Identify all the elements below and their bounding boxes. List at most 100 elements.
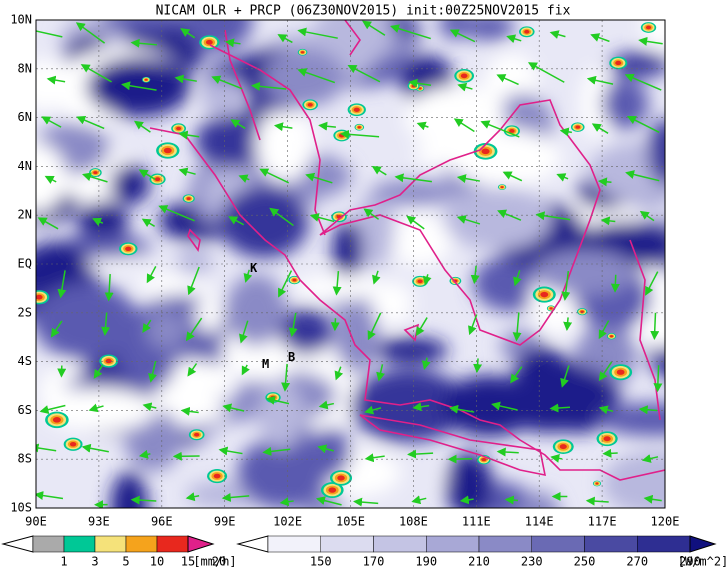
lat-label: 6N xyxy=(18,110,32,124)
rain-cell xyxy=(615,61,621,65)
rain-cell xyxy=(560,444,567,449)
colorbar-unit: [mm/h] xyxy=(193,555,236,569)
colorbar-swatch xyxy=(95,536,126,552)
lat-label: 2S xyxy=(18,305,32,319)
cloud-field xyxy=(636,314,688,348)
rain-cell xyxy=(610,335,613,337)
lat-label: 8S xyxy=(18,452,32,466)
rain-cell xyxy=(36,295,43,300)
rain-cell xyxy=(540,292,548,297)
colorbar-swatch xyxy=(374,536,427,552)
cloud-field xyxy=(602,451,709,516)
wind-arrow xyxy=(506,499,518,500)
lon-label: 102E xyxy=(273,515,302,529)
rain-cell xyxy=(482,148,490,154)
rain-cell xyxy=(337,475,345,480)
rain-cell xyxy=(53,417,61,423)
lon-label: 96E xyxy=(151,515,173,529)
rain-cell xyxy=(70,442,76,446)
colorbar-label: 150 xyxy=(310,555,332,569)
cloud-field xyxy=(110,165,150,205)
cloud-field xyxy=(177,248,213,275)
cloud-field xyxy=(110,471,147,541)
cloud-field xyxy=(259,382,304,450)
lat-label: 8N xyxy=(18,61,32,75)
lat-label: EQ xyxy=(18,257,32,271)
rain-cell xyxy=(125,247,131,251)
lon-label: 108E xyxy=(399,515,428,529)
cloud-field xyxy=(597,402,711,436)
colorbar-swatch xyxy=(585,536,638,552)
cloud-field xyxy=(263,48,345,107)
rain-cell xyxy=(328,487,336,492)
rain-cell xyxy=(358,126,361,128)
rain-cell xyxy=(301,51,304,53)
cloud-field xyxy=(146,311,187,350)
colorbar-label: 230 xyxy=(521,555,543,569)
rain-cell xyxy=(176,127,181,131)
colorbar-unit: [W/m^2] xyxy=(678,555,726,569)
lon-label: 111E xyxy=(462,515,491,529)
rain-cell xyxy=(509,129,514,133)
lon-label: 105E xyxy=(336,515,365,529)
rain-cell xyxy=(292,279,296,282)
colorbar-swatch xyxy=(637,536,690,552)
rain-cell xyxy=(155,177,161,181)
cloud-field xyxy=(202,79,245,117)
cloud-field xyxy=(33,283,139,360)
rain-cell xyxy=(482,458,487,461)
rain-cell xyxy=(164,148,172,154)
cloud-field xyxy=(194,299,224,333)
lon-label: 93E xyxy=(88,515,110,529)
rain-cell xyxy=(194,433,199,437)
colorbar-label: 3 xyxy=(91,555,98,569)
rain-cell xyxy=(596,483,599,485)
colorbar-label: 190 xyxy=(415,555,437,569)
lon-label: 120E xyxy=(651,515,680,529)
rain-cell xyxy=(206,40,213,45)
colorbar-swatch xyxy=(479,536,532,552)
rain-cell xyxy=(308,103,313,107)
rain-cell xyxy=(417,279,422,283)
colorbar-label: 270 xyxy=(626,555,648,569)
colorbar-label: 210 xyxy=(468,555,490,569)
cloud-field xyxy=(135,273,193,294)
site-marker: K xyxy=(250,261,258,275)
lat-label: 4S xyxy=(18,354,32,368)
colorbar-label: 170 xyxy=(363,555,385,569)
title: NICAM OLR + PRCP (06Z30NOV2015) init:00Z… xyxy=(156,4,571,19)
wind-arrow xyxy=(658,365,659,391)
colorbar-swatch xyxy=(157,536,188,552)
colorbar-swatch xyxy=(532,536,585,552)
lon-label: 99E xyxy=(214,515,236,529)
colorbar-swatch xyxy=(33,536,64,552)
rain-cell xyxy=(93,171,97,174)
cloud-field xyxy=(441,375,537,436)
lat-label: 10S xyxy=(10,501,32,515)
rain-cell xyxy=(214,474,221,479)
colorbar-swatch xyxy=(126,536,157,552)
lat-label: 2N xyxy=(18,208,32,222)
colorbar-swatch xyxy=(426,536,479,552)
lon-label: 117E xyxy=(588,515,617,529)
colorbar-label: 5 xyxy=(122,555,129,569)
lat-label: 4N xyxy=(18,159,32,173)
cloud-field xyxy=(220,186,309,258)
colorbar-end xyxy=(188,536,213,552)
colorbar-label: 1 xyxy=(60,555,67,569)
colorbar-swatch xyxy=(268,536,321,552)
rain-cell xyxy=(604,436,611,441)
rain-cell xyxy=(575,126,580,129)
colorbar-label: 10 xyxy=(150,555,164,569)
map-area xyxy=(0,0,724,541)
rain-cell xyxy=(617,369,625,374)
rain-cell xyxy=(105,359,111,363)
cloud-field xyxy=(589,142,698,202)
site-marker: M xyxy=(262,357,269,371)
rain-cell xyxy=(270,396,275,400)
cloud-field xyxy=(333,221,363,278)
rain-cell xyxy=(646,26,651,30)
